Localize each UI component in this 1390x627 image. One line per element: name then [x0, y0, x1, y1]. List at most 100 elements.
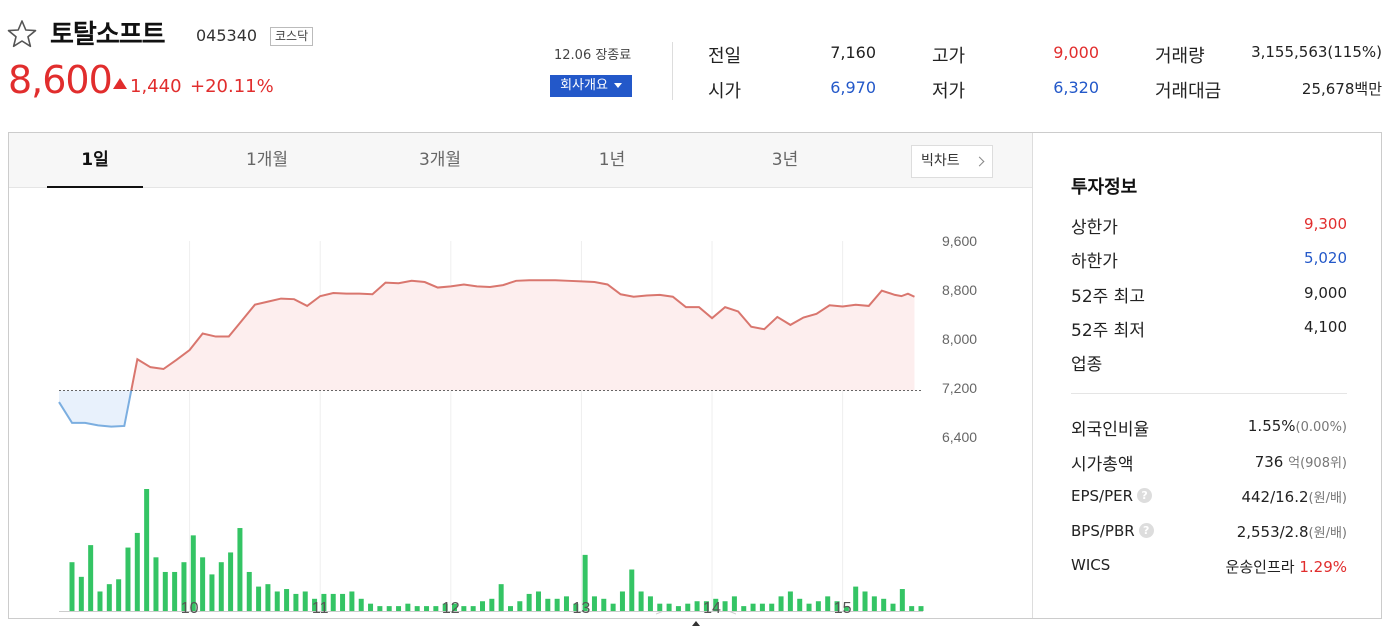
change-rate: +20.11% [190, 76, 274, 97]
tab-3m[interactable]: 3개월 [418, 150, 462, 170]
volume-bar [694, 601, 700, 611]
big-chart-button[interactable]: 빅차트 [911, 145, 993, 178]
volume-bar [778, 596, 784, 611]
amount-label: 거래대금 [1155, 81, 1222, 102]
volume-bar [386, 606, 392, 611]
volume-bar [909, 606, 915, 611]
volume-bar [377, 606, 383, 611]
volume-bar [517, 601, 523, 611]
collapse-handle-icon[interactable] [656, 612, 736, 627]
investment-info: 투자정보 상한가 9,300 하한가 5,020 52주 최고 9,000 52… [1032, 133, 1381, 618]
help-icon[interactable]: ? [1137, 488, 1153, 503]
volume-bar [190, 535, 196, 611]
volume-bar [228, 552, 234, 611]
volume-bar [162, 571, 168, 611]
volume-bar [862, 591, 868, 611]
company-overview-button[interactable]: 회사개요 [550, 75, 632, 97]
volume-bar [601, 598, 607, 611]
volume-label: 거래량 [1155, 46, 1205, 67]
price-change: 1,440 [130, 76, 182, 97]
volume-bar [675, 606, 681, 611]
chevron-right-icon [974, 156, 985, 167]
volume-bar [881, 598, 887, 611]
volume-bar [797, 598, 803, 611]
volume-bar [871, 596, 877, 611]
volume-bar [629, 569, 635, 611]
amount-value: 25,678백만 [1301, 80, 1382, 98]
bps-pbr-row: BPS/PBR? 2,553/2.8(원/배) [1071, 520, 1347, 544]
volume-bar [349, 591, 355, 611]
y-tick-label: 9,600 [942, 233, 977, 249]
y-tick-label: 8,000 [942, 331, 977, 347]
volume-bar [69, 562, 75, 611]
volume-bar [256, 586, 262, 611]
prev-close-label: 전일 [708, 46, 742, 67]
tab-3y[interactable]: 3년 [771, 150, 799, 170]
volume-bar [638, 591, 644, 611]
volume-bar [582, 554, 588, 611]
tab-1y[interactable]: 1년 [598, 150, 626, 170]
volume-bar [442, 603, 448, 611]
info-title: 투자정보 [1071, 177, 1138, 198]
bps-pbr-label: BPS/PBR? [1071, 522, 1154, 540]
w52-high-value: 9,000 [1304, 284, 1347, 302]
volume-bar [526, 593, 532, 611]
volume-bar [302, 591, 308, 611]
tab-1m[interactable]: 1개월 [245, 150, 289, 170]
x-tick-label: 15 [834, 600, 852, 617]
volume-bar [834, 601, 840, 611]
area-fill-up [59, 280, 915, 391]
tab-1d[interactable]: 1일 [47, 133, 143, 188]
volume-bar [246, 571, 252, 611]
mcap-row: 시가총액 736 억(908위) [1071, 450, 1347, 475]
volume-bar [209, 574, 215, 611]
volume-bar [88, 545, 94, 611]
x-tick-label: 14 [703, 600, 721, 617]
mcap-value: 736 억(908위) [1254, 453, 1347, 471]
wics-value: 운송인프라 1.29% [1225, 558, 1347, 576]
volume-bar [853, 586, 859, 611]
volume-bar [498, 584, 504, 611]
y-tick-label: 6,400 [942, 429, 977, 445]
foreign-value: 1.55%(0.00%) [1247, 417, 1347, 435]
market-badge: 코스닥 [270, 27, 314, 46]
volume-bar [368, 603, 374, 611]
volume-bar [507, 606, 513, 611]
volume-bar [685, 603, 691, 611]
intraday-chart: 9,600 8,800 8,000 7,200 6,400 10 11 12 13 14 15 [58, 233, 977, 617]
help-icon[interactable]: ? [1138, 523, 1154, 538]
volume-bar [741, 606, 747, 611]
volume-bar [433, 606, 439, 611]
stock-code: 045340 [196, 26, 258, 45]
high-label: 고가 [932, 46, 966, 67]
volume-bar [424, 606, 430, 611]
volume-bar [414, 606, 420, 611]
market-status: 12.06 장종료 [554, 48, 632, 63]
lower-limit-row: 하한가 5,020 [1071, 247, 1347, 272]
y-tick-label: 7,200 [942, 380, 977, 396]
volume-bar [116, 579, 122, 611]
open-value: 6,970 [830, 78, 876, 97]
volume-bar [452, 603, 458, 611]
volume-bar [573, 603, 579, 611]
upper-limit-row: 상한가 9,300 [1071, 213, 1347, 238]
current-price: 8,600 [8, 58, 113, 102]
caret-down-icon [613, 83, 622, 88]
volume-bar [666, 603, 672, 611]
y-tick-label: 8,800 [942, 282, 977, 298]
favorite-star-icon[interactable] [6, 18, 38, 50]
volume-bar [890, 603, 896, 611]
volume-bar [181, 562, 187, 611]
volume-bar [134, 532, 140, 611]
volume-bar [97, 591, 103, 611]
volume-bar [787, 591, 793, 611]
volume-bar [722, 601, 728, 611]
industry-label: 업종 [1071, 355, 1103, 375]
high-value: 9,000 [1053, 43, 1099, 62]
volume-bar [610, 603, 616, 611]
volume-bar [200, 557, 206, 611]
volume-bar [144, 489, 150, 611]
volume-bar [330, 593, 336, 611]
volume-bar [106, 584, 112, 611]
price-line-up [130, 279, 915, 391]
